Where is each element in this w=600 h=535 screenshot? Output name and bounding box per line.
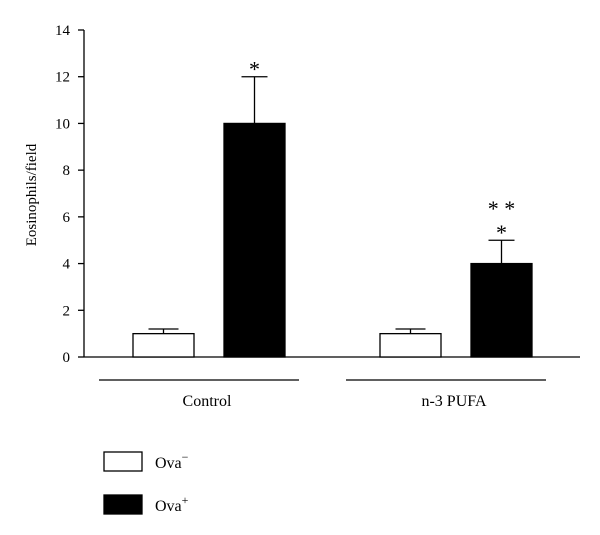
y-tick-label: 8 bbox=[63, 163, 71, 179]
y-ticks: 0 2 4 6 8 10 12 14 bbox=[55, 23, 84, 366]
error-bars bbox=[148, 76, 515, 334]
significance-mark: * bbox=[249, 57, 260, 82]
group-label: Control bbox=[183, 393, 232, 410]
bar-ova-minus-control bbox=[132, 332, 195, 358]
y-tick-label: 0 bbox=[63, 350, 71, 366]
group-labels: Control n-3 PUFA bbox=[99, 379, 546, 410]
legend-label: Ova+ bbox=[155, 493, 189, 515]
y-tick-label: 10 bbox=[55, 116, 70, 132]
legend-swatch bbox=[103, 494, 143, 515]
bar-ova-plus-n3-pufa bbox=[470, 262, 533, 358]
bars bbox=[132, 122, 533, 358]
y-tick-label: 4 bbox=[63, 257, 71, 273]
legend-label: Ova− bbox=[155, 450, 189, 472]
significance-mark: * bbox=[496, 220, 507, 245]
bar-ova-minus-n3-pufa bbox=[379, 332, 442, 358]
group-label: n-3 PUFA bbox=[421, 393, 486, 410]
significance-mark: * * bbox=[488, 196, 516, 221]
y-tick-label: 12 bbox=[55, 70, 70, 86]
bar-ova-plus-control bbox=[223, 122, 286, 358]
legend-swatch bbox=[103, 451, 143, 472]
y-axis-label: Eosinophils/field bbox=[24, 143, 40, 246]
y-tick-label: 6 bbox=[63, 210, 71, 226]
legend: Ova− Ova+ bbox=[103, 450, 189, 515]
y-tick-label: 14 bbox=[55, 23, 71, 39]
y-tick-label: 2 bbox=[63, 303, 71, 319]
significance-marks: ** ** bbox=[249, 57, 516, 245]
